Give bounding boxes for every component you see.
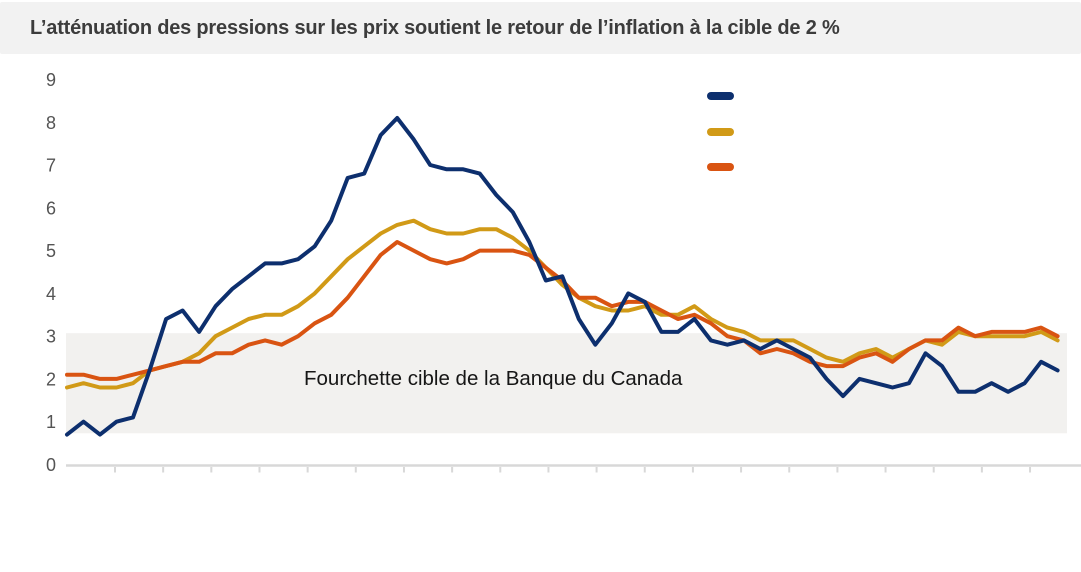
y-axis-label: 7 bbox=[46, 156, 56, 176]
y-axis-label: 8 bbox=[46, 113, 56, 133]
y-axis-label: 0 bbox=[46, 455, 56, 475]
series-line-blue bbox=[65, 116, 1060, 437]
target-band bbox=[66, 333, 1067, 434]
y-axis-label: 4 bbox=[46, 284, 56, 304]
legend-swatch-2 bbox=[707, 128, 734, 136]
y-axis-label: 2 bbox=[46, 369, 56, 389]
target-band-label: Fourchette cible de la Banque du Canada bbox=[304, 367, 683, 390]
page-title: L’atténuation des pressions sur les prix… bbox=[30, 16, 840, 39]
legend-swatch-3 bbox=[707, 163, 734, 171]
y-axis-label: 6 bbox=[46, 198, 56, 218]
y-axis-label: 5 bbox=[46, 241, 56, 261]
y-axis-label: 1 bbox=[46, 412, 56, 432]
y-axis-label: 9 bbox=[46, 70, 56, 90]
series-line-gold bbox=[65, 218, 1060, 390]
legend-swatch-1 bbox=[707, 92, 734, 100]
y-axis-label: 3 bbox=[46, 327, 56, 347]
title-bar: L’atténuation des pressions sur les prix… bbox=[0, 2, 1081, 54]
